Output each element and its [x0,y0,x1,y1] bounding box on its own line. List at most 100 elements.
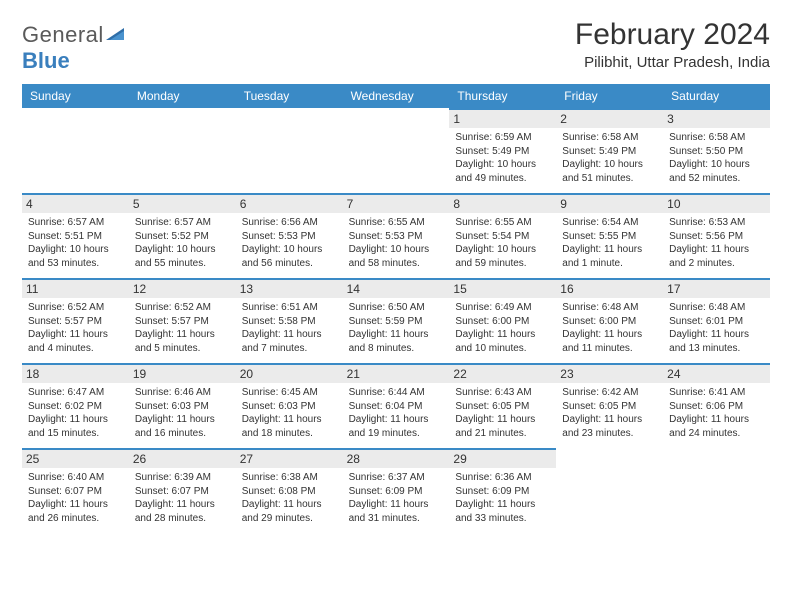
day-number: 9 [556,195,663,213]
day-number: 3 [663,110,770,128]
day-number: 13 [236,280,343,298]
day-info: Sunrise: 6:54 AMSunset: 5:55 PMDaylight:… [562,216,657,270]
day-cell: 16 Sunrise: 6:48 AMSunset: 6:00 PMDayligh… [556,278,663,363]
day-number: 18 [22,365,129,383]
day-info: Sunrise: 6:44 AMSunset: 6:04 PMDaylight:… [349,386,444,440]
day-cell: 23 Sunrise: 6:42 AMSunset: 6:05 PMDayligh… [556,363,663,448]
day-cell: 18 Sunrise: 6:47 AMSunset: 6:02 PMDayligh… [22,363,129,448]
week-row: 18 Sunrise: 6:47 AMSunset: 6:02 PMDayligh… [22,363,770,448]
day-info: Sunrise: 6:52 AMSunset: 5:57 PMDaylight:… [28,301,123,355]
day-header-monday: Monday [129,84,236,108]
logo-general: General [22,22,104,47]
day-cell: 12 Sunrise: 6:52 AMSunset: 5:57 PMDayligh… [129,278,236,363]
location: Pilibhit, Uttar Pradesh, India [575,54,770,71]
day-cell: 2Sunrise: 6:58 AMSunset: 5:49 PMDaylight… [556,108,663,193]
day-info: Sunrise: 6:39 AMSunset: 6:07 PMDaylight:… [135,471,230,525]
day-header-friday: Friday [556,84,663,108]
day-info: Sunrise: 6:40 AMSunset: 6:07 PMDaylight:… [28,471,123,525]
day-info: Sunrise: 6:52 AMSunset: 5:57 PMDaylight:… [135,301,230,355]
day-number: 16 [556,280,663,298]
day-header-thursday: Thursday [449,84,556,108]
page-header: GeneralBlue February 2024 Pilibhit, Utta… [22,18,770,74]
day-header-row: SundayMondayTuesdayWednesdayThursdayFrid… [22,84,770,108]
day-number: 11 [22,280,129,298]
day-number: 25 [22,450,129,468]
day-number: 26 [129,450,236,468]
day-cell: 28 Sunrise: 6:37 AMSunset: 6:09 PMDayligh… [343,448,450,533]
day-cell: 22 Sunrise: 6:43 AMSunset: 6:05 PMDayligh… [449,363,556,448]
day-info: Sunrise: 6:46 AMSunset: 6:03 PMDaylight:… [135,386,230,440]
empty-cell [663,448,770,533]
day-cell: 5 Sunrise: 6:57 AMSunset: 5:52 PMDaylight… [129,193,236,278]
week-row: 4 Sunrise: 6:57 AMSunset: 5:51 PMDaylight… [22,193,770,278]
empty-cell [343,108,450,193]
day-cell: 21 Sunrise: 6:44 AMSunset: 6:04 PMDayligh… [343,363,450,448]
day-number: 6 [236,195,343,213]
day-number: 17 [663,280,770,298]
day-cell: 6 Sunrise: 6:56 AMSunset: 5:53 PMDaylight… [236,193,343,278]
day-number: 8 [449,195,556,213]
day-cell: 25 Sunrise: 6:40 AMSunset: 6:07 PMDayligh… [22,448,129,533]
day-cell: 17 Sunrise: 6:48 AMSunset: 6:01 PMDayligh… [663,278,770,363]
calendar-weeks: 1Sunrise: 6:59 AMSunset: 5:49 PMDaylight… [22,108,770,533]
calendar: SundayMondayTuesdayWednesdayThursdayFrid… [22,84,770,533]
day-number: 23 [556,365,663,383]
day-cell: 24 Sunrise: 6:41 AMSunset: 6:06 PMDayligh… [663,363,770,448]
day-number: 4 [22,195,129,213]
day-info: Sunrise: 6:48 AMSunset: 6:00 PMDaylight:… [562,301,657,355]
day-info: Sunrise: 6:55 AMSunset: 5:54 PMDaylight:… [455,216,550,270]
day-info: Sunrise: 6:51 AMSunset: 5:58 PMDaylight:… [242,301,337,355]
day-info: Sunrise: 6:57 AMSunset: 5:52 PMDaylight:… [135,216,230,270]
day-header-wednesday: Wednesday [343,84,450,108]
logo-text: GeneralBlue [22,22,128,74]
logo-triangle-icon [106,22,128,48]
day-info: Sunrise: 6:56 AMSunset: 5:53 PMDaylight:… [242,216,337,270]
day-number: 2 [556,110,663,128]
day-cell: 1Sunrise: 6:59 AMSunset: 5:49 PMDaylight… [449,108,556,193]
day-number: 5 [129,195,236,213]
day-number: 28 [343,450,450,468]
day-cell: 26 Sunrise: 6:39 AMSunset: 6:07 PMDayligh… [129,448,236,533]
day-info: Sunrise: 6:42 AMSunset: 6:05 PMDaylight:… [562,386,657,440]
day-number: 22 [449,365,556,383]
day-header-tuesday: Tuesday [236,84,343,108]
day-number: 21 [343,365,450,383]
day-number: 20 [236,365,343,383]
empty-cell [129,108,236,193]
day-cell: 7Sunrise: 6:55 AMSunset: 5:53 PMDaylight… [343,193,450,278]
day-cell: 10Sunrise: 6:53 AMSunset: 5:56 PMDayligh… [663,193,770,278]
day-info: Sunrise: 6:50 AMSunset: 5:59 PMDaylight:… [349,301,444,355]
day-number: 19 [129,365,236,383]
day-info: Sunrise: 6:38 AMSunset: 6:08 PMDaylight:… [242,471,337,525]
day-cell: 8 Sunrise: 6:55 AMSunset: 5:54 PMDaylight… [449,193,556,278]
day-cell: 3 Sunrise: 6:58 AMSunset: 5:50 PMDaylight… [663,108,770,193]
day-info: Sunrise: 6:36 AMSunset: 6:09 PMDaylight:… [455,471,550,525]
day-info: Sunrise: 6:48 AMSunset: 6:01 PMDaylight:… [669,301,764,355]
day-info: Sunrise: 6:37 AMSunset: 6:09 PMDaylight:… [349,471,444,525]
title-block: February 2024 Pilibhit, Uttar Pradesh, I… [575,18,770,71]
day-header-sunday: Sunday [22,84,129,108]
day-info: Sunrise: 6:53 AMSunset: 5:56 PMDaylight:… [669,216,764,270]
empty-cell [22,108,129,193]
day-info: Sunrise: 6:49 AMSunset: 6:00 PMDaylight:… [455,301,550,355]
day-info: Sunrise: 6:59 AMSunset: 5:49 PMDaylight:… [455,131,550,185]
day-number: 27 [236,450,343,468]
day-cell: 11 Sunrise: 6:52 AMSunset: 5:57 PMDayligh… [22,278,129,363]
day-info: Sunrise: 6:45 AMSunset: 6:03 PMDaylight:… [242,386,337,440]
day-info: Sunrise: 6:43 AMSunset: 6:05 PMDaylight:… [455,386,550,440]
month-title: February 2024 [575,18,770,52]
day-number: 24 [663,365,770,383]
day-cell: 29Sunrise: 6:36 AMSunset: 6:09 PMDayligh… [449,448,556,533]
day-cell: 9 Sunrise: 6:54 AMSunset: 5:55 PMDaylight… [556,193,663,278]
day-info: Sunrise: 6:41 AMSunset: 6:06 PMDaylight:… [669,386,764,440]
day-info: Sunrise: 6:47 AMSunset: 6:02 PMDaylight:… [28,386,123,440]
day-cell: 20 Sunrise: 6:45 AMSunset: 6:03 PMDayligh… [236,363,343,448]
empty-cell [556,448,663,533]
empty-cell [236,108,343,193]
day-info: Sunrise: 6:57 AMSunset: 5:51 PMDaylight:… [28,216,123,270]
day-cell: 13 Sunrise: 6:51 AMSunset: 5:58 PMDayligh… [236,278,343,363]
day-info: Sunrise: 6:58 AMSunset: 5:50 PMDaylight:… [669,131,764,185]
day-cell: 15Sunrise: 6:49 AMSunset: 6:00 PMDayligh… [449,278,556,363]
day-number: 12 [129,280,236,298]
day-header-saturday: Saturday [663,84,770,108]
